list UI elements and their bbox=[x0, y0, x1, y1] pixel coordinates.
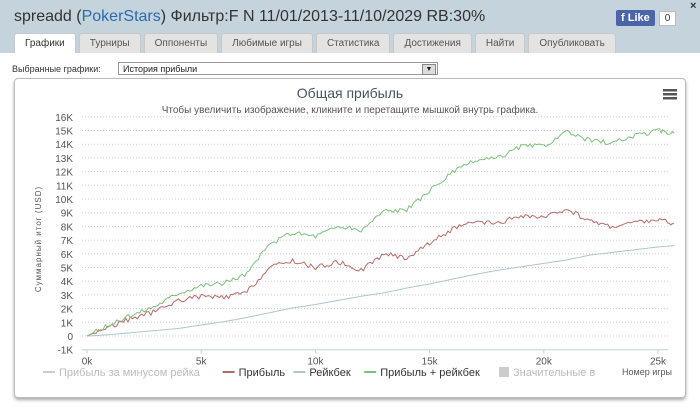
chart-selector[interactable]: История прибыли ▼ bbox=[118, 62, 438, 75]
tab-6[interactable]: Найти bbox=[474, 33, 526, 53]
chart-title: Общая прибыль bbox=[297, 85, 403, 101]
tab-3[interactable]: Любимые игры bbox=[221, 33, 313, 53]
tab-7[interactable]: Опубликовать bbox=[528, 33, 616, 53]
tab-bar: Графики Турниры Оппоненты Любимые игры Стати… bbox=[14, 33, 619, 53]
y-tick-label: 1K bbox=[61, 318, 74, 329]
y-tick-label: 2K bbox=[61, 305, 74, 316]
y-tick-label: -1K bbox=[57, 346, 73, 357]
facebook-like[interactable]: f Like 0 bbox=[616, 10, 677, 26]
x-tick-label: 10k bbox=[307, 357, 324, 368]
tab-0[interactable]: Графики bbox=[14, 33, 76, 53]
x-tick-label: 25k bbox=[650, 357, 667, 368]
content-area: Выбранные графики: История прибыли ▼ Обща… bbox=[0, 53, 700, 412]
legend-item-4[interactable]: Значительные в bbox=[513, 367, 595, 379]
facebook-like-button[interactable]: f Like bbox=[616, 10, 655, 26]
y-tick-label: 15K bbox=[55, 127, 73, 138]
tab-1[interactable]: Турниры bbox=[78, 33, 141, 53]
y-tick-label: 3K bbox=[61, 291, 74, 302]
tab-5[interactable]: Достижения bbox=[393, 33, 472, 53]
y-tick-label: 5K bbox=[61, 264, 74, 275]
username: spreadd bbox=[14, 8, 72, 25]
x-tick-label: 5k bbox=[196, 357, 208, 368]
legend-item-0[interactable]: Прибыль за минусом рейка bbox=[59, 367, 201, 379]
profit-chart[interactable]: Общая прибыль Чтобы увеличить изображение… bbox=[15, 79, 685, 397]
y-tick-label: 4K bbox=[61, 277, 74, 288]
series-line-2 bbox=[86, 245, 675, 337]
y-tick-label: 9K bbox=[61, 209, 74, 220]
legend-item-2[interactable]: Рейкбек bbox=[309, 367, 350, 379]
y-tick-label: 11K bbox=[56, 181, 73, 192]
y-tick-label: 6K bbox=[61, 250, 74, 261]
y-tick-label: 16K bbox=[55, 113, 73, 124]
tab-4[interactable]: Статистика bbox=[315, 33, 391, 53]
x-tick-label: 20k bbox=[536, 357, 553, 368]
close-icon[interactable]: × bbox=[690, 0, 697, 12]
chart-panel[interactable]: Общая прибыль Чтобы увеличить изображение… bbox=[14, 78, 686, 398]
y-tick-label: 10K bbox=[55, 195, 73, 206]
y-axis-label: Суммарный итог (USD) bbox=[34, 186, 43, 292]
series-line-1 bbox=[86, 209, 674, 337]
legend-item-3[interactable]: Прибыль + рейкбек bbox=[380, 367, 480, 379]
y-tick-label: 12K bbox=[55, 168, 73, 179]
legend-item-1[interactable]: Прибыль bbox=[239, 367, 286, 379]
site-link[interactable]: PokerStars bbox=[81, 8, 161, 25]
y-tick-label: 7K bbox=[61, 236, 74, 247]
series-line-3 bbox=[86, 128, 675, 337]
x-axis-label: Номер игры bbox=[622, 367, 672, 377]
x-tick-label: 15k bbox=[422, 357, 439, 368]
facebook-icon: f bbox=[621, 12, 628, 24]
y-tick-label: 14K bbox=[55, 140, 73, 151]
chevron-down-icon[interactable]: ▼ bbox=[422, 64, 436, 75]
y-tick-label: 0 bbox=[67, 332, 73, 343]
chart-selector-label: Выбранные графики: bbox=[12, 64, 101, 74]
like-count: 0 bbox=[658, 10, 677, 26]
x-tick-label: 0k bbox=[82, 357, 94, 368]
chart-subtitle: Чтобы увеличить изображение, кликните и … bbox=[162, 104, 539, 116]
filter-text: Фильтр:F N 11/01/2013-11/10/2029 RB:30% bbox=[170, 8, 486, 25]
y-tick-label: 8K bbox=[61, 222, 74, 233]
y-tick-label: 13K bbox=[55, 154, 73, 165]
legend-symbol bbox=[499, 367, 509, 377]
tab-2[interactable]: Оппоненты bbox=[143, 33, 219, 53]
menu-icon[interactable] bbox=[663, 89, 677, 100]
window-title: spreadd (PokerStars) Фильтр:F N 11/01/20… bbox=[14, 8, 486, 25]
